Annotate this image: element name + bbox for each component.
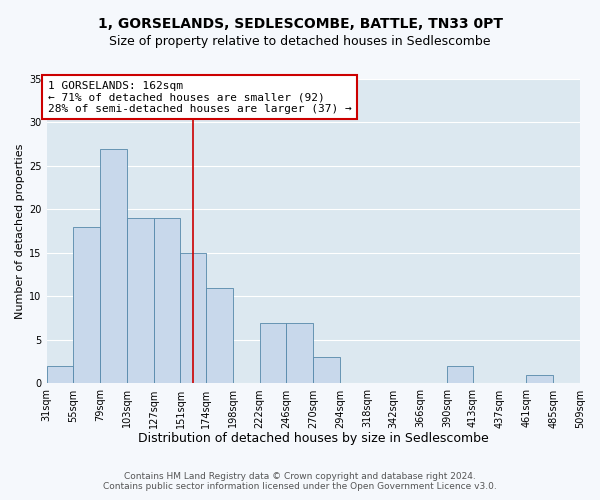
Bar (260, 322, 286, 384)
Bar (526, 375, 553, 384)
Bar (447, 366, 473, 384)
Bar (154, 218, 181, 384)
X-axis label: Distribution of detached houses by size in Sedlescombe: Distribution of detached houses by size … (138, 432, 488, 445)
Bar (73, 227, 100, 384)
Text: Contains public sector information licensed under the Open Government Licence v3: Contains public sector information licen… (103, 482, 497, 491)
Bar (100, 148, 127, 384)
Bar (206, 288, 233, 384)
Text: 1 GORSELANDS: 162sqm
← 71% of detached houses are smaller (92)
28% of semi-detac: 1 GORSELANDS: 162sqm ← 71% of detached h… (47, 80, 352, 114)
Bar (313, 358, 340, 384)
Bar (127, 218, 154, 384)
Bar (47, 366, 73, 384)
Text: Size of property relative to detached houses in Sedlescombe: Size of property relative to detached ho… (109, 35, 491, 48)
Y-axis label: Number of detached properties: Number of detached properties (15, 144, 25, 319)
Text: Contains HM Land Registry data © Crown copyright and database right 2024.: Contains HM Land Registry data © Crown c… (124, 472, 476, 481)
Bar (181, 253, 206, 384)
Bar (286, 322, 313, 384)
Text: 1, GORSELANDS, SEDLESCOMBE, BATTLE, TN33 0PT: 1, GORSELANDS, SEDLESCOMBE, BATTLE, TN33… (97, 18, 503, 32)
